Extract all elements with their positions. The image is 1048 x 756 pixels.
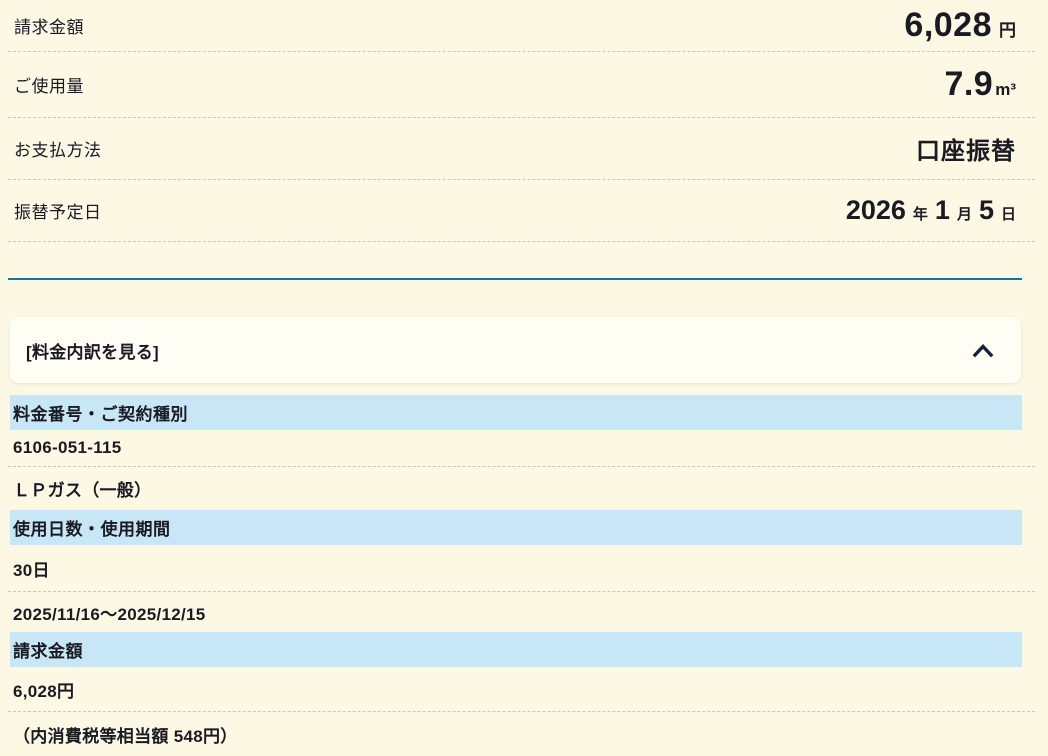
detail-header-billing-amount: 請求金額 xyxy=(10,632,1022,667)
detail-header-usage-period: 使用日数・使用期間 xyxy=(10,510,1022,545)
billing-amount-number: 6,028 xyxy=(904,6,992,44)
detail-value-contract-number: 6106-051-115 xyxy=(8,430,1035,467)
transfer-date-year: 2026 xyxy=(845,195,906,225)
payment-method-value: 口座振替 xyxy=(916,138,1016,165)
detail-value-tax-amount: （内消費税等相当額 548円） xyxy=(13,726,238,746)
billing-amount-row: 請求金額 6,028 円 xyxy=(8,0,1035,52)
transfer-date-year-unit: 年 xyxy=(912,206,928,223)
usage-unit: m³ xyxy=(995,80,1016,99)
transfer-date-value: 2026 年 1 月 5 日 xyxy=(846,195,1016,226)
payment-method-label: お支払方法 xyxy=(14,141,102,160)
detail-value-contract-type: ＬＰガス（一般） xyxy=(13,481,152,500)
billing-amount-label: 請求金額 xyxy=(14,18,84,37)
breakdown-detail: 料金番号・ご契約種別 6106-051-115 ＬＰガス（一般） 使用日数・使用… xyxy=(8,395,1035,756)
billing-amount-unit: 円 xyxy=(999,21,1016,40)
usage-label: ご使用量 xyxy=(14,77,84,96)
usage-row: ご使用量 7.9 m³ xyxy=(8,52,1035,118)
breakdown-toggle-button[interactable]: [料金内訳を見る] xyxy=(10,317,1021,383)
chevron-up-icon xyxy=(972,343,994,358)
detail-value-usage-days: 30日 xyxy=(8,545,1035,592)
breakdown-toggle-label: [料金内訳を見る] xyxy=(26,342,160,362)
transfer-date-month-unit: 月 xyxy=(956,206,972,223)
usage-value: 7.9 m³ xyxy=(944,65,1016,104)
detail-value-billing-amount: 6,028円 xyxy=(8,667,1035,712)
bill-summary: 請求金額 6,028 円 ご使用量 7.9 m³ お支払方法 口座振替 振替予定… xyxy=(8,0,1035,242)
detail-header-contract: 料金番号・ご契約種別 xyxy=(10,395,1022,430)
section-divider xyxy=(8,278,1022,280)
transfer-date-row: 振替予定日 2026 年 1 月 5 日 xyxy=(8,180,1035,242)
transfer-date-day: 5 xyxy=(978,195,994,225)
billing-amount-value: 6,028 円 xyxy=(904,6,1016,45)
transfer-date-month: 1 xyxy=(934,195,950,225)
transfer-date-label: 振替予定日 xyxy=(14,203,102,222)
detail-value-usage-period: 2025/11/16〜2025/12/15 xyxy=(13,604,206,624)
transfer-date-day-unit: 日 xyxy=(1000,206,1016,223)
payment-method-row: お支払方法 口座振替 xyxy=(8,118,1035,180)
usage-number: 7.9 xyxy=(944,65,994,103)
